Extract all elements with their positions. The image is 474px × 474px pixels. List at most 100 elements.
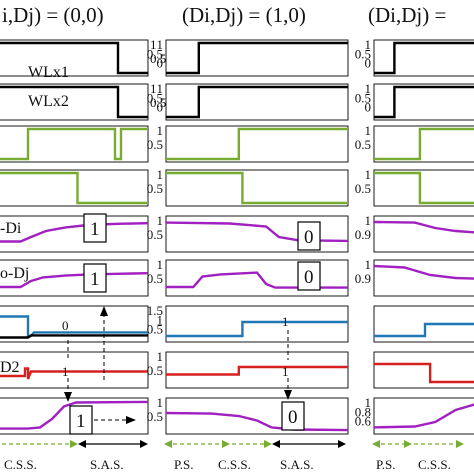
tick-label-c2-r1-2: 0 xyxy=(157,56,164,71)
panel-frame-c2-r4 xyxy=(165,169,349,207)
tick-label-c3-r4-1: 0.5 xyxy=(355,181,371,196)
series-c2-r7-s1 xyxy=(166,320,348,338)
tick-label-c2-r1-0: 1 xyxy=(157,37,164,52)
tick-label-c1-r2-1: 0.5 xyxy=(150,95,166,110)
tick-label-c1-r2-0: 1 xyxy=(150,81,157,96)
panel-frame-c1-r5 xyxy=(0,215,149,253)
annotation-col1-bitline-0: 0 xyxy=(62,318,69,333)
tick-label-c2-r2-2: 0 xyxy=(157,100,164,115)
signal-label-wlx2: WLx2 xyxy=(28,93,69,110)
panel-frame-c1-r2 xyxy=(0,83,149,121)
tick-label-c3-r4-0: 1 xyxy=(365,167,372,182)
svg-text:1: 1 xyxy=(90,219,100,240)
tick-label-c2-r7-1: 1 xyxy=(157,312,164,327)
tick-label-c3-r5-0: 1 xyxy=(365,213,372,228)
tick-label-c2-r4-1: 0.5 xyxy=(147,181,163,196)
tick-label-c2-r2-1: 0.5 xyxy=(147,90,163,105)
tick-label-c2-r9-1: 0.5 xyxy=(147,409,163,424)
tick-label-c3-r2-0: 1 xyxy=(365,81,372,96)
panel-frame-c2-r9 xyxy=(165,397,349,435)
tick-label-c3-r3-0: 1 xyxy=(365,123,372,138)
phase-label-col3-css: C.S.S. xyxy=(418,457,451,472)
series-c3-r2-s1 xyxy=(374,85,474,119)
tick-label-c1-r1-0: 1 xyxy=(150,37,157,52)
tick-label-c2-r9-0: 1 xyxy=(157,395,164,410)
panel-frame-c1-r6 xyxy=(0,259,149,297)
annotation-col1-d2-1: 1 xyxy=(62,364,69,379)
series-c2-r4-s1 xyxy=(166,171,348,205)
tick-label-c2-r4-0: 1 xyxy=(157,167,164,182)
panel-frame-c3-r6 xyxy=(373,259,474,297)
series-c2-r8-s1 xyxy=(166,365,348,376)
annotation-box-col1-row6: 1 xyxy=(83,263,107,293)
tick-label-c3-r9-0: 1 xyxy=(365,395,372,410)
tick-label-c2-r6-0: 1 xyxy=(157,257,164,272)
annotation-box-col1-row5: 1 xyxy=(83,213,107,243)
tick-label-c1-r1-1: 0.5 xyxy=(150,51,166,66)
annotation-box-col2-row5: 0 xyxy=(297,221,321,251)
dashed-arrows xyxy=(64,306,292,424)
panel-frame-c3-r1 xyxy=(373,39,474,77)
annotation-box-col1-row9: 1 xyxy=(69,405,93,435)
phase-label-col3-ps: P.S. xyxy=(376,457,396,472)
panel-frame-c3-r2 xyxy=(373,83,474,121)
panel-grid: 10.510.510.5010.5010.510.510.510.51.510.… xyxy=(0,37,474,435)
panel-frame-c3-r9 xyxy=(373,397,474,435)
series-c3-r1-s1 xyxy=(374,41,474,75)
tick-label-c3-r2-2: 0 xyxy=(365,100,372,115)
series-c3-r9-s1 xyxy=(373,403,474,429)
series-c3-r5-s1 xyxy=(373,220,474,234)
panel-frame-c1-r7 xyxy=(0,305,149,343)
annotation-col2-d2-1: 1 xyxy=(282,364,289,379)
series-c1-r5-s1 xyxy=(0,222,149,243)
panel-frame-c2-r6 xyxy=(165,259,349,297)
panel-frame-c1-r8 xyxy=(0,351,149,389)
series-c2-r3-s1 xyxy=(166,127,348,161)
svg-text:1: 1 xyxy=(90,269,100,290)
series-c3-r6-s1 xyxy=(373,264,474,280)
panel-frame-c2-r3 xyxy=(165,125,349,163)
tick-label-c2-r6-1: 0.5 xyxy=(147,271,163,286)
signal-label-d2: D2 xyxy=(0,359,20,376)
panel-frame-c2-r1 xyxy=(165,39,349,77)
tick-label-c3-r3-1: 0.5 xyxy=(355,137,371,152)
tick-label-c3-r6-1: 0.9 xyxy=(355,271,371,286)
series-c3-r8-s1 xyxy=(374,362,474,384)
tick-label-c2-r3-1: 0.5 xyxy=(147,137,163,152)
tick-label-c3-r1-2: 0 xyxy=(365,56,372,71)
series-c1-r7-s1 xyxy=(0,315,148,338)
signal-label-di: -Di xyxy=(0,220,22,237)
tick-label-c2-r3-0: 1 xyxy=(157,123,164,138)
tick-label-c3-r2-1: 0.5 xyxy=(355,90,371,105)
series-c1-r2-s1 xyxy=(0,85,148,119)
series-c3-r4-s1 xyxy=(374,171,474,205)
header-col3: (Di,Dj) = xyxy=(368,3,446,27)
tick-label-c2-r2-0: 1 xyxy=(157,81,164,96)
series-c3-r3-s1 xyxy=(374,127,474,161)
series-c1-r8-s1 xyxy=(0,367,148,380)
series-c2-r5-s1 xyxy=(165,221,349,243)
tick-label-c2-r5-1: 0.5 xyxy=(147,227,163,242)
tick-label-c3-r1-1: 0.5 xyxy=(355,46,371,61)
panel-frame-c3-r8 xyxy=(373,351,474,389)
series-c1-r1-s1 xyxy=(0,41,148,75)
series-c1-r6-s1 xyxy=(0,272,149,289)
phase-label-col2-css: C.S.S. xyxy=(218,457,251,472)
annotation-col2-bitline-1: 1 xyxy=(282,314,289,329)
panel-frame-c2-r7 xyxy=(165,305,349,343)
tick-label-c3-r9-1: 0.8 xyxy=(355,404,371,419)
tick-label-c3-r6-0: 1 xyxy=(365,257,372,272)
series-c1-r9-s1 xyxy=(0,400,149,430)
signal-label-dj: o-Dj xyxy=(0,265,29,282)
panel-frame-c2-r8 xyxy=(165,351,349,389)
header-col1: i,Dj) = (0,0) xyxy=(2,3,104,27)
svg-text:0: 0 xyxy=(288,407,298,428)
series-c3-r7-s1 xyxy=(374,322,474,338)
phase-label-col2-ps: P.S. xyxy=(174,457,194,472)
series-c2-r9-s1 xyxy=(165,411,349,432)
panel-frame-c3-r7 xyxy=(373,305,474,343)
panel-frame-c3-r5 xyxy=(373,215,474,253)
series-c1-r3-s1 xyxy=(0,127,148,161)
header-col2: (Di,Dj) = (1,0) xyxy=(182,3,306,27)
